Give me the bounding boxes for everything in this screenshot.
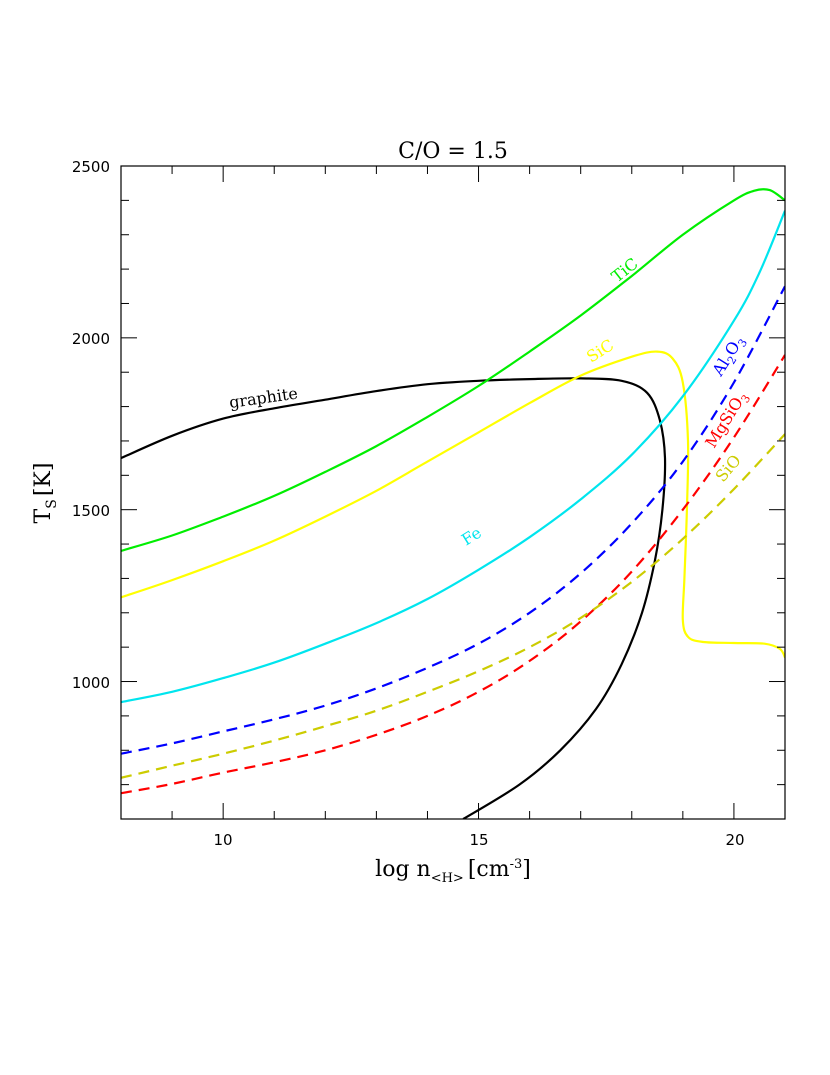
x-tick-labels: 10 15 20 — [213, 831, 744, 849]
label-graphite: graphite — [228, 384, 299, 412]
label-fe: Fe — [458, 523, 485, 550]
y-tick-label: 2000 — [72, 330, 110, 348]
label-al2o3: Al2O3 — [708, 332, 750, 382]
curve-mgsio3 — [121, 354, 785, 795]
plot-frame — [120, 165, 786, 820]
y-tick-label: 1000 — [72, 674, 110, 692]
x-tick-label: 20 — [725, 831, 744, 849]
y-tick-labels: 1000 1500 2000 2500 — [72, 158, 110, 692]
curve-graphite — [121, 377, 667, 819]
label-sic: SiC — [583, 335, 617, 366]
x-tick-label: 15 — [469, 831, 488, 849]
y-tick-label: 2500 — [72, 158, 110, 176]
plot-area — [120, 165, 786, 820]
curves — [121, 188, 785, 819]
y-axis-label: TS[K] — [31, 463, 60, 524]
label-tic: TiC — [608, 254, 642, 286]
curve-sio — [121, 433, 785, 779]
axis-ticks — [120, 165, 786, 820]
curve-al2o3 — [121, 285, 785, 755]
x-axis-label: log n<H> [cm-3] — [375, 857, 531, 886]
chart-title: C/O = 1.5 — [398, 139, 508, 164]
curve-tic — [121, 188, 785, 552]
label-sio: SiO — [712, 451, 745, 486]
y-tick-label: 1500 — [72, 502, 110, 520]
curve-fe — [121, 210, 785, 704]
curve-sic — [121, 350, 785, 659]
x-tick-label: 10 — [213, 831, 232, 849]
